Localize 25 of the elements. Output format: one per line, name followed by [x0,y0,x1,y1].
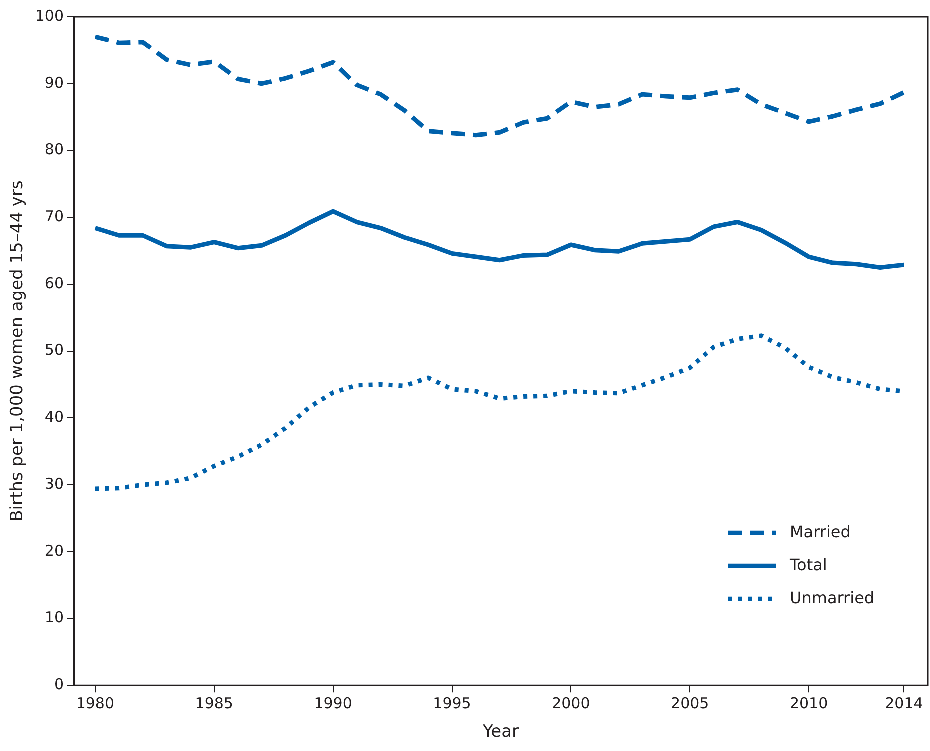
legend-label: Married [790,522,851,542]
x-tick-label: 1980 [76,694,115,712]
x-tick-label: 2014 [885,694,924,712]
y-tick-label: 60 [44,274,64,292]
x-tick-label: 2000 [552,694,590,712]
x-tick-label: 2005 [671,694,710,712]
x-tick-label: 1995 [433,694,472,712]
y-tick-label: 80 [44,140,64,159]
y-tick-label: 30 [44,474,64,493]
x-tick-label: 1985 [195,694,234,712]
legend-label: Unmarried [790,588,875,608]
y-tick-label: 90 [44,74,64,92]
x-tick-label: 1990 [314,694,352,712]
y-tick-label: 40 [44,408,64,426]
y-tick-label: 20 [44,542,64,560]
y-tick-label: 50 [44,341,64,360]
legend-label: Total [789,555,828,574]
y-tick-label: 70 [44,207,64,226]
y-tick-label: 10 [44,608,64,627]
y-axis-title: Births per 1,000 women aged 15–44 yrs [8,180,28,522]
y-tick-label: 100 [35,6,64,25]
y-tick-label: 0 [54,675,64,694]
x-tick-label: 2010 [790,694,828,712]
line-series [93,34,906,138]
x-axis-title: Year [482,722,520,742]
